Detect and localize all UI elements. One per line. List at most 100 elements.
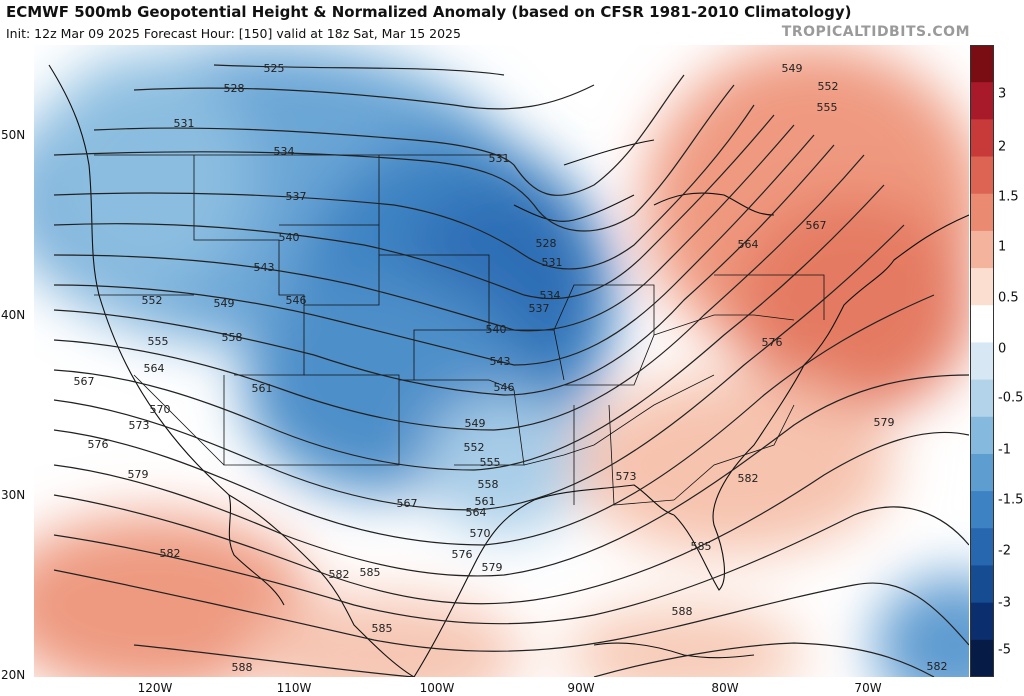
colorbar-segment [970, 416, 994, 455]
contour-label: 588 [232, 661, 253, 674]
colorbar-segment [970, 342, 994, 381]
contour-label: 531 [174, 117, 195, 130]
contour-label: 573 [616, 470, 637, 483]
contour-label: 561 [475, 495, 496, 508]
contour-label: 567 [74, 375, 95, 388]
contour-label: 546 [286, 294, 307, 307]
contour-label: 579 [874, 416, 895, 429]
colorbar-segment [970, 82, 994, 120]
lon-label-110w: 110W [276, 681, 312, 695]
contour-label: 576 [88, 438, 109, 451]
colorbar-label: -1.5 [998, 492, 1024, 508]
lat-label-20n: 20N [1, 668, 26, 682]
lat-label-40n: 40N [1, 308, 26, 322]
contour-label: 576 [452, 548, 473, 561]
state-borders [94, 154, 825, 506]
colorbar-segment [970, 156, 994, 195]
contour-label: 567 [806, 219, 827, 232]
colorbar-segment [970, 268, 994, 306]
contour-label: 567 [397, 497, 418, 510]
contour-label: 534 [274, 145, 295, 158]
contour-label: 534 [540, 289, 561, 302]
contour-label: 528 [536, 237, 557, 250]
contour-label: 528 [224, 82, 245, 95]
contour-label: 531 [489, 152, 510, 165]
lat-label-30n: 30N [1, 488, 26, 502]
map-subtitle: Init: 12z Mar 09 2025 Forecast Hour: [15… [6, 26, 461, 41]
contour-label: 570 [470, 527, 491, 540]
contour-label: 552 [142, 294, 163, 307]
contour-label: 552 [464, 441, 485, 454]
colorbar-label: -2 [998, 543, 1011, 559]
contour-label: 549 [465, 417, 486, 430]
colorbar-label: -5 [998, 642, 1011, 658]
contour-label: 543 [490, 355, 511, 368]
contour-label: 588 [672, 605, 693, 618]
colorbar-segment [970, 453, 994, 492]
contour-label: 546 [494, 381, 515, 394]
colorbar-segment [970, 491, 994, 529]
colorbar-label: -3 [998, 595, 1011, 611]
lon-label-90w: 90W [567, 681, 595, 695]
colorbar-label: 3 [998, 86, 1007, 102]
colorbar-segment [970, 639, 994, 677]
contour-label: 537 [286, 190, 307, 203]
lon-label-100w: 100W [419, 681, 455, 695]
colorbar-segment [970, 379, 994, 418]
contour-label: 573 [129, 419, 150, 432]
contour-label: 558 [222, 331, 243, 344]
contour-label: 582 [329, 568, 350, 581]
colorbar-segment [970, 565, 994, 604]
colorbar-segment [970, 305, 994, 343]
coastlines [48, 64, 969, 677]
lon-label-80w: 80W [711, 681, 739, 695]
contour-label: 558 [478, 478, 499, 491]
colorbar-segment [970, 602, 994, 641]
contour-label: 549 [214, 297, 235, 310]
contour-label: 582 [160, 547, 181, 560]
source-credit: TROPICALTIDBITS.COM [781, 24, 970, 40]
map-title: ECMWF 500mb Geopotential Height & Normal… [6, 3, 852, 21]
colorbar-segment [970, 193, 994, 232]
contour-label: 585 [360, 566, 381, 579]
height-contours [53, 64, 969, 677]
contour-label: 531 [542, 256, 563, 269]
lon-label-120w: 120W [137, 681, 173, 695]
contour-label: 525 [264, 62, 285, 75]
contour-label: 540 [486, 323, 507, 336]
colorbar-label: -0.5 [998, 390, 1024, 406]
contour-label: 582 [738, 472, 759, 485]
colorbar-segment [970, 45, 994, 83]
colorbar-label: 0.5 [998, 290, 1019, 306]
contour-label: 543 [254, 261, 275, 274]
colorbar-segment [970, 528, 994, 566]
contour-label: 537 [529, 302, 550, 315]
contour-label: 555 [148, 335, 169, 348]
contour-label: 564 [144, 362, 165, 375]
contour-label: 579 [128, 468, 149, 481]
contour-label: 579 [482, 561, 503, 574]
contour-label: 564 [466, 506, 487, 519]
contour-label: 576 [762, 336, 783, 349]
contour-label: 582 [927, 660, 948, 673]
colorbar-label: -1 [998, 442, 1011, 458]
contour-label: 570 [150, 403, 171, 416]
contour-label: 549 [782, 62, 803, 75]
colorbar-label: 2 [998, 139, 1007, 155]
contour-label: 555 [480, 456, 501, 469]
contour-label: 540 [279, 231, 300, 244]
colorbar-label: 1.5 [998, 189, 1019, 205]
lat-label-50n: 50N [1, 128, 26, 142]
colorbar-segment [970, 230, 994, 269]
contour-label: 552 [818, 80, 839, 93]
contour-label: 585 [372, 622, 393, 635]
contour-label: 555 [817, 101, 838, 114]
colorbar [970, 45, 994, 677]
contour-label: 561 [252, 382, 273, 395]
contour-label: 585 [691, 540, 712, 553]
lon-label-70w: 70W [854, 681, 882, 695]
colorbar-label: 1 [998, 239, 1007, 255]
colorbar-label: 0 [998, 341, 1007, 357]
colorbar-segment [970, 119, 994, 158]
